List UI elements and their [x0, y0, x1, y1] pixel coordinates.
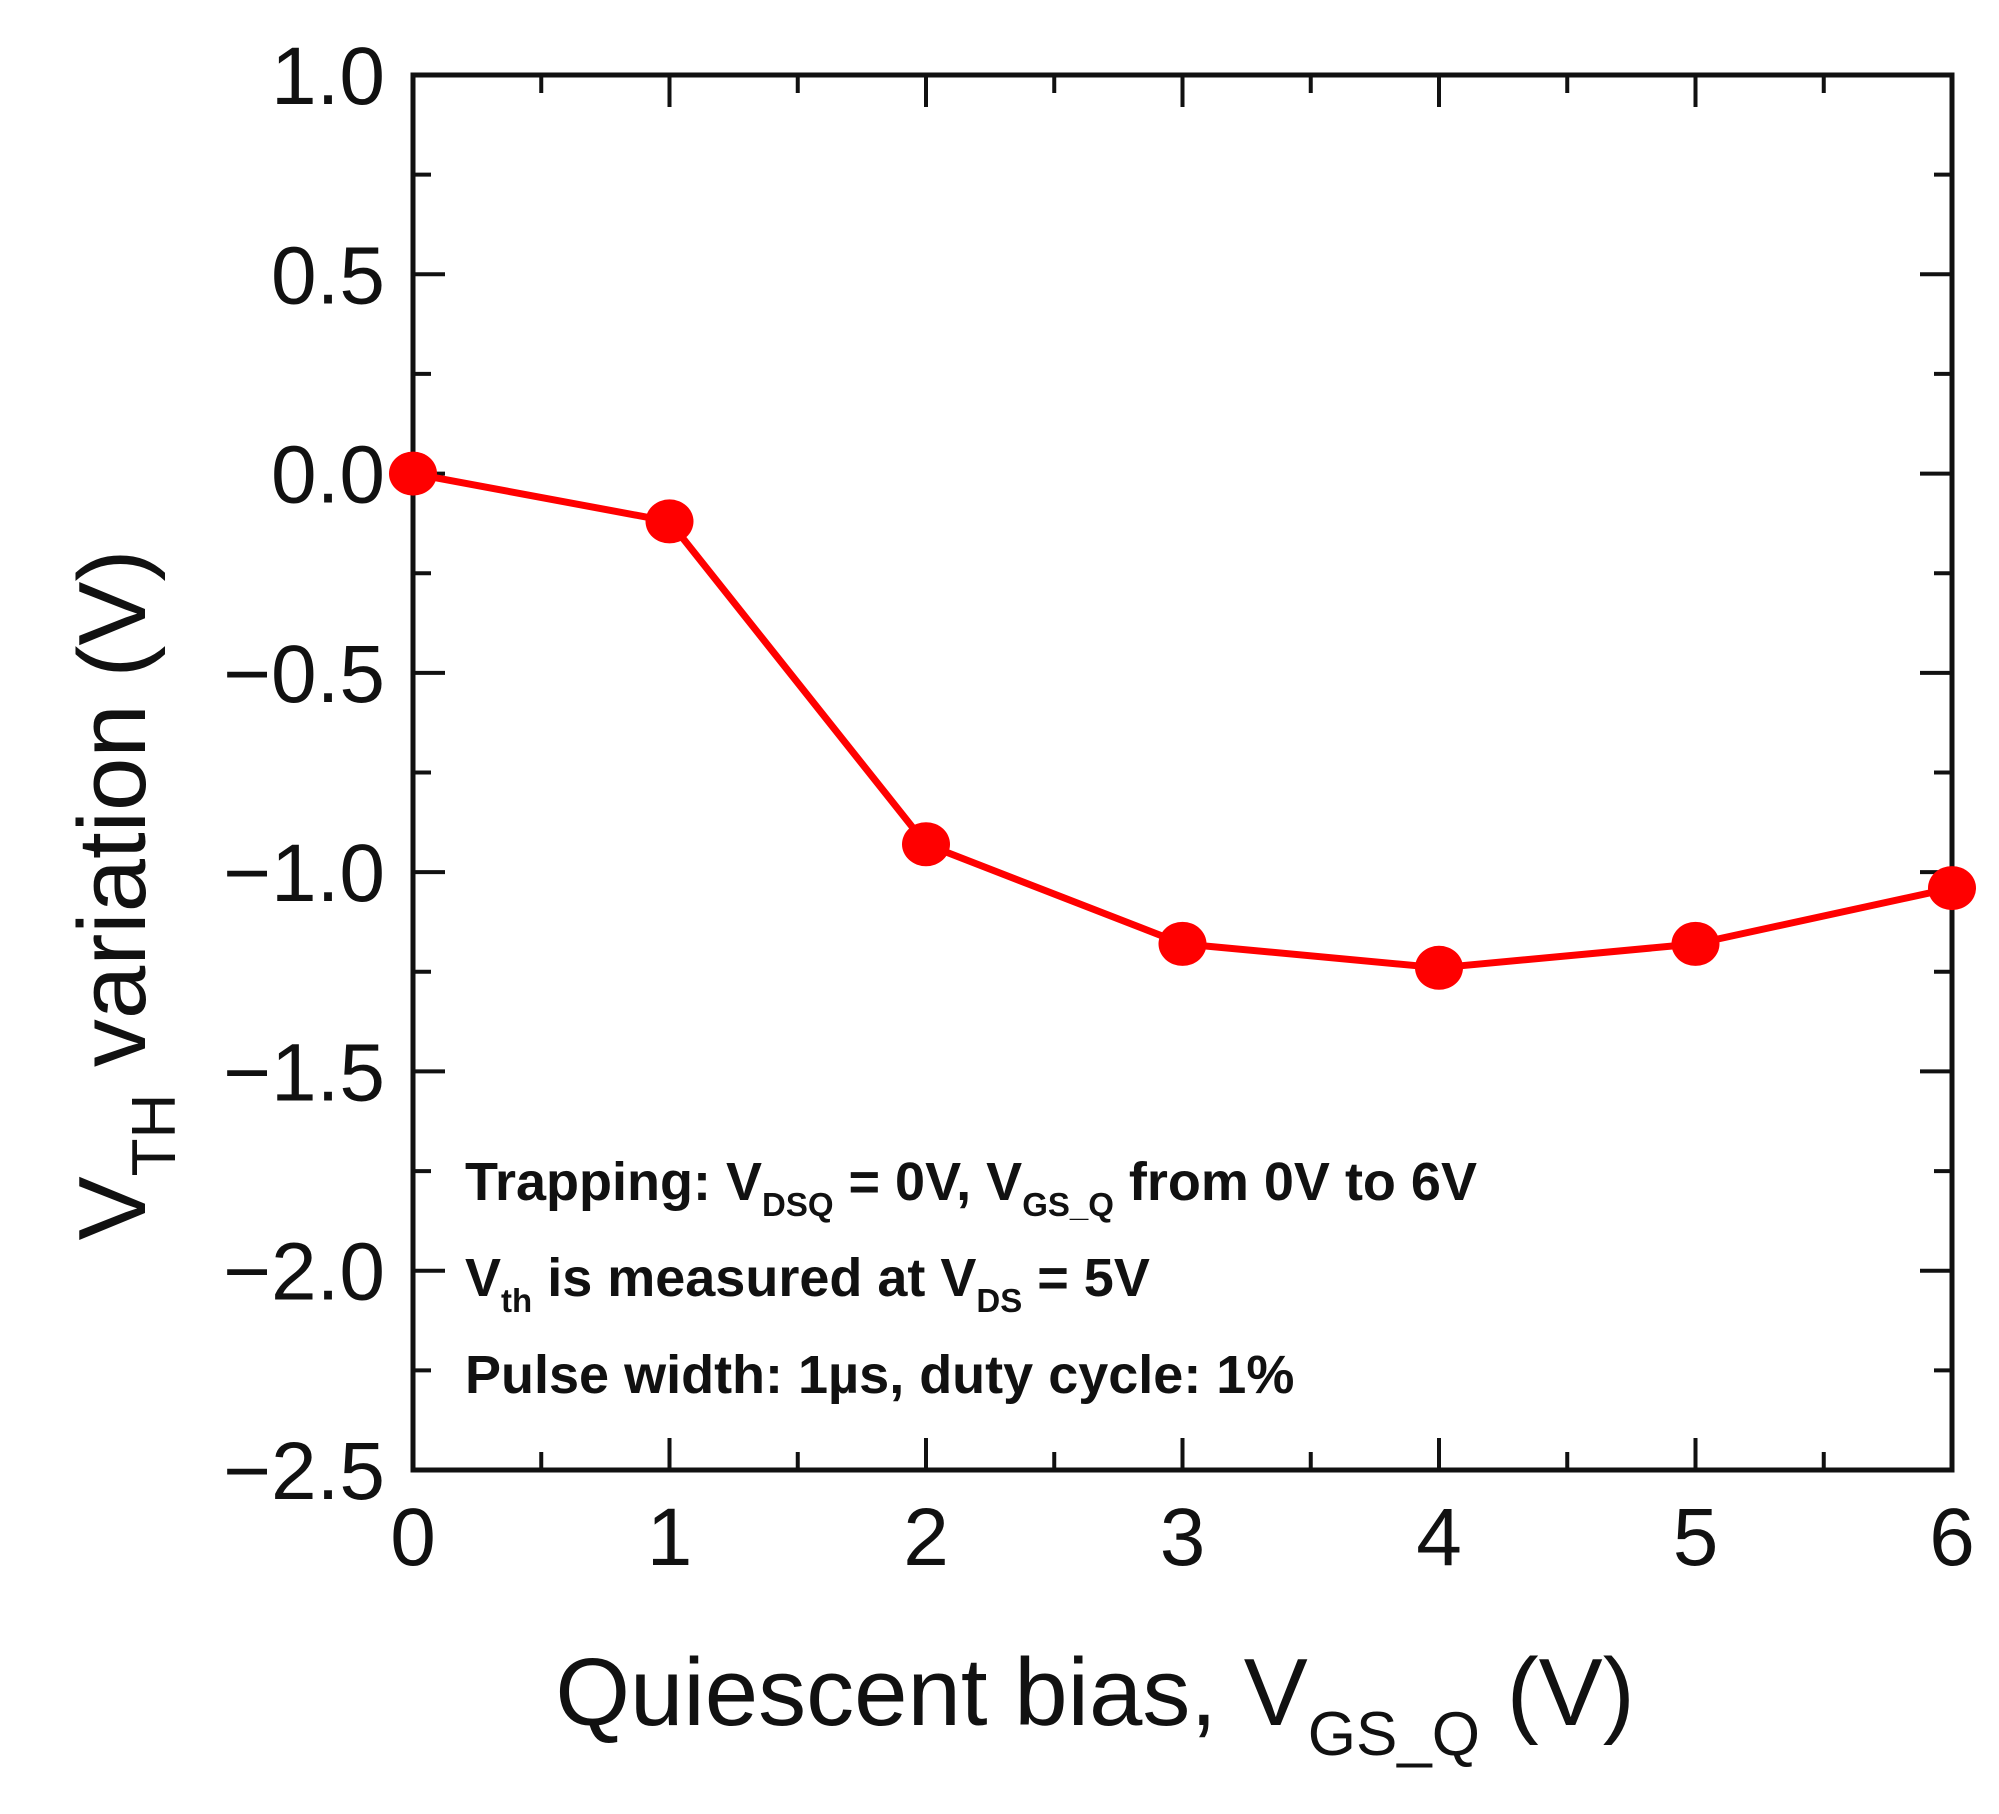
- data-point: [1672, 922, 1720, 966]
- series-layer: [389, 452, 1976, 990]
- annotation-line-3: Pulse width: 1µs, duty cycle: 1%: [465, 1345, 1294, 1405]
- data-point: [1159, 922, 1207, 966]
- annotation-block: Trapping: VDSQ = 0V, VGS_Q from 0V to 6V…: [465, 1152, 1477, 1405]
- annotation-line-1: Trapping: VDSQ = 0V, VGS_Q from 0V to 6V: [465, 1152, 1477, 1223]
- x-tick-label: 2: [903, 1492, 949, 1583]
- data-point: [1415, 946, 1463, 990]
- series-line: [413, 474, 1952, 968]
- x-tick-label: 5: [1673, 1492, 1719, 1583]
- vth-variation-chart: 1.0 0.5 0.0 −0.5 −1.0 −1.5 −2.0 −2.5 0 1 2 3 4 5 6 Tr…: [0, 0, 1999, 1814]
- x-tick-label: 3: [1160, 1492, 1206, 1583]
- x-tick-label: 4: [1416, 1492, 1462, 1583]
- x-tick-labels: 0 1 2 3 4 5 6: [390, 1492, 1975, 1583]
- y-axis-title: VTH variation (V): [59, 550, 189, 1241]
- y-tick-label: −0.5: [223, 629, 385, 720]
- x-axis-title: Quiescent bias, VGS_Q (V): [555, 1639, 1634, 1769]
- y-tick-label: −1.0: [223, 828, 385, 919]
- y-tick-label: 0.0: [271, 430, 385, 521]
- data-point: [902, 822, 950, 866]
- annotation-line-2: Vth is measured at VDS = 5V: [465, 1248, 1150, 1319]
- y-tick-labels: 1.0 0.5 0.0 −0.5 −1.0 −1.5 −2.0 −2.5: [223, 31, 385, 1517]
- y-tick-label: 0.5: [271, 230, 385, 321]
- y-tick-label: −1.5: [223, 1027, 385, 1118]
- y-tick-label: −2.5: [223, 1426, 385, 1517]
- data-point: [646, 499, 694, 543]
- y-tick-label: −2.0: [223, 1227, 385, 1318]
- x-tick-label: 6: [1929, 1492, 1975, 1583]
- data-point: [389, 452, 437, 496]
- x-tick-label: 1: [647, 1492, 693, 1583]
- y-tick-label: 1.0: [271, 31, 385, 122]
- data-point: [1928, 866, 1976, 910]
- x-tick-label: 0: [390, 1492, 436, 1583]
